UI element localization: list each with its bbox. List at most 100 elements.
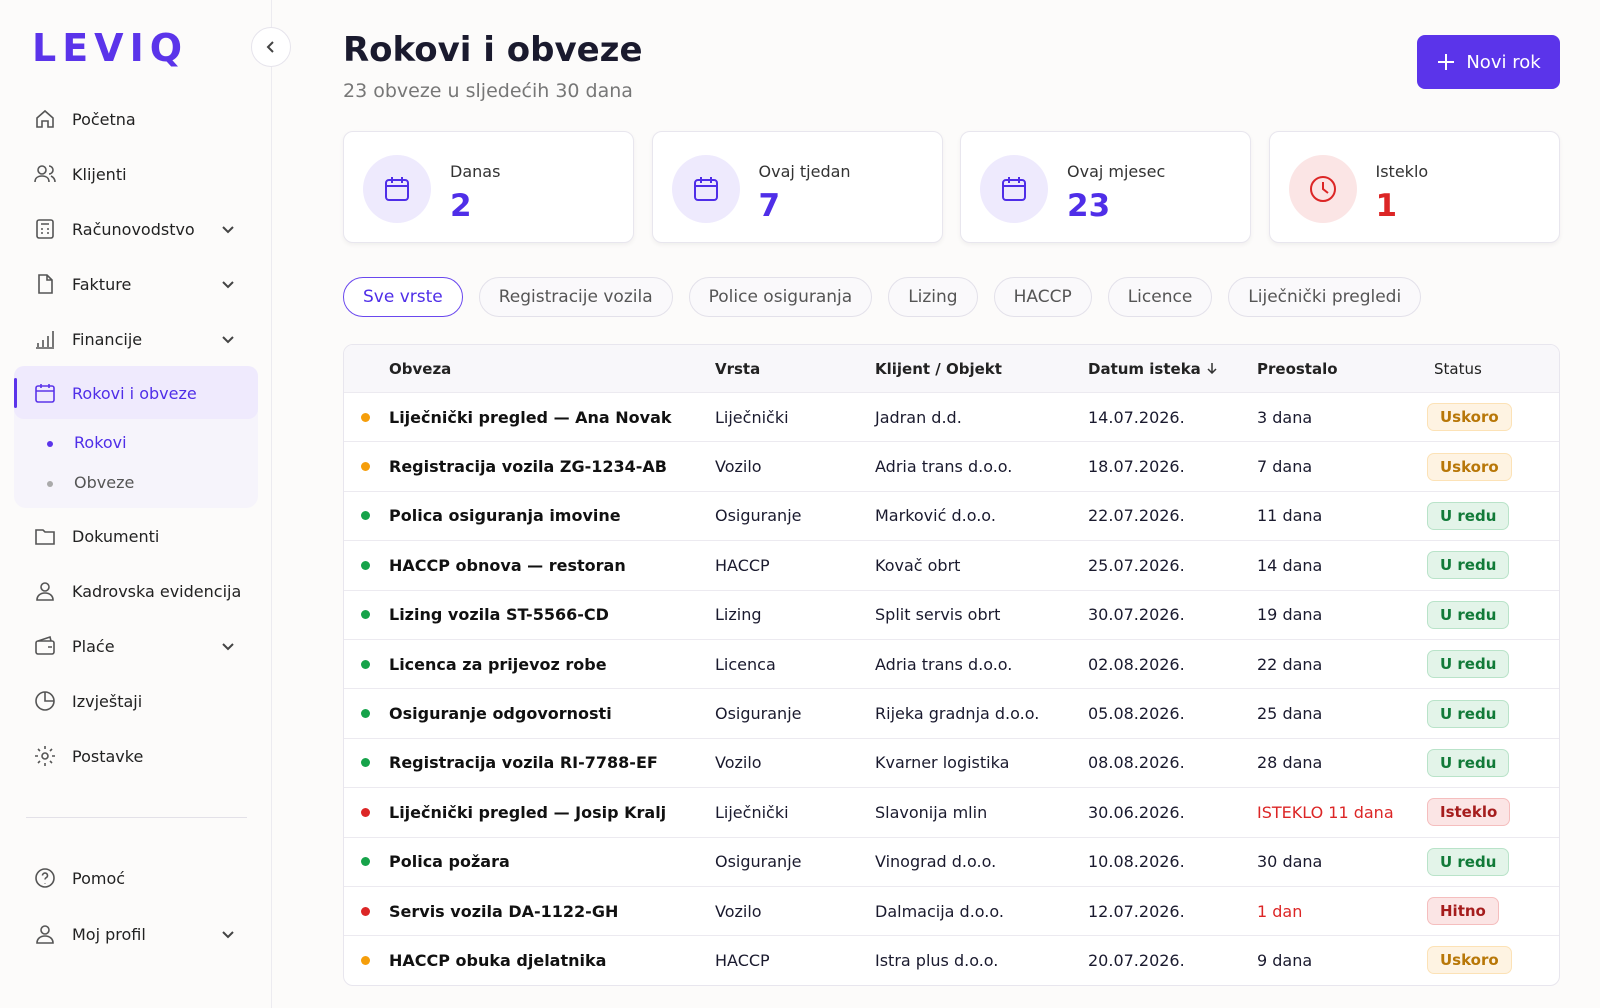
cell: 11 dana <box>1257 506 1323 526</box>
status-badge: U redu <box>1427 699 1510 728</box>
sort-icon <box>1207 362 1217 374</box>
cell: 25 dana <box>1257 704 1323 724</box>
nav-item[interactable]: Postavke <box>33 744 143 768</box>
nav-item[interactable]: Rokovi i obveze <box>33 381 197 405</box>
table-row[interactable]: Registracija vozila RI-7788-EF Vozilo Kvar… <box>344 737 1559 787</box>
cell: Liječnički <box>715 407 789 427</box>
cell: HACCP <box>715 555 770 575</box>
table-row[interactable]: Lizing vozila ST-5566-CD Lizing Split serv… <box>344 589 1559 639</box>
cell: Lizing vozila ST-5566-CD <box>389 605 609 625</box>
filter-chip[interactable]: Registracije vozila <box>478 277 673 317</box>
nav-label: Postavke <box>72 746 144 766</box>
nav-item[interactable]: Početna <box>33 107 136 131</box>
table-row[interactable]: HACCP obnova — restoran HACCP Kovač obrt 25… <box>344 540 1559 589</box>
logo[interactable]: LEVIQ <box>32 26 189 70</box>
status-cell: U redu <box>1427 551 1559 580</box>
sub-dot <box>47 481 53 487</box>
nav-item[interactable]: Fakture <box>33 272 131 296</box>
cell: Liječnički pregled — Ana Novak <box>389 407 672 427</box>
cell: 22.07.2026. <box>1088 506 1185 526</box>
cell: 05.08.2026. <box>1088 704 1185 724</box>
nav-item[interactable]: Računovodstvo <box>33 217 195 241</box>
chevron[interactable] <box>221 927 235 941</box>
status-cell: U redu <box>1427 748 1559 777</box>
cell: Vinograd d.o.o. <box>875 852 997 872</box>
chevron[interactable] <box>221 639 235 653</box>
status-dot <box>361 955 370 965</box>
filter-chip[interactable]: Police osiguranja <box>688 277 873 317</box>
cell: Osiguranje <box>715 852 802 872</box>
stat-label: Danas <box>450 162 501 181</box>
cell: Osiguranje odgovornosti <box>389 704 612 724</box>
table-row[interactable]: Polica osiguranja imovine Osiguranje Marko… <box>344 490 1559 540</box>
cell: Vozilo <box>715 753 762 773</box>
chevron[interactable] <box>221 277 235 291</box>
filter-chip[interactable]: Liječnički pregledi <box>1228 277 1422 317</box>
status-cell: Uskoro <box>1427 452 1559 481</box>
cell: 9 dana <box>1257 950 1313 970</box>
chevron[interactable] <box>221 222 235 236</box>
stat-label: Isteklo <box>1375 162 1429 181</box>
cell: Split servis obrt <box>875 605 1001 625</box>
stat-label: Ovaj mjesec <box>1067 162 1166 181</box>
status-cell: U redu <box>1427 650 1559 679</box>
nav-item[interactable]: Izvještaji <box>33 689 142 713</box>
cell: Jadran d.d. <box>875 407 962 427</box>
table-row[interactable]: Licenca za prijevoz robe Licenca Adria tra… <box>344 638 1559 688</box>
cell: Marković d.o.o. <box>875 506 996 526</box>
table-row[interactable]: Liječnički pregled — Josip Kralj Liječnič… <box>344 787 1559 836</box>
table-row[interactable]: HACCP obuka djelatnika HACCP Istra plus d.… <box>344 935 1559 984</box>
cell: Istra plus d.o.o. <box>875 950 999 970</box>
table-row[interactable]: Liječnički pregled — Ana Novak Liječnički… <box>344 392 1559 441</box>
nav-item[interactable]: Klijenti <box>33 162 127 186</box>
filter-chip[interactable]: Sve vrste <box>343 277 463 317</box>
cell: 30.06.2026. <box>1088 802 1185 822</box>
collapse-button[interactable] <box>251 27 291 67</box>
cell: Rijeka gradnja d.o.o. <box>875 704 1040 724</box>
cell: 12.07.2026. <box>1088 901 1185 921</box>
status-badge: Uskoro <box>1427 452 1512 481</box>
table-header: Obveza Vrsta Klijent / Objekt Datum isteka … <box>344 345 1559 392</box>
cell: Kovač obrt <box>875 555 961 575</box>
stat-card: Ovaj tjedan 7 <box>651 131 943 243</box>
new-button[interactable]: Novi rok <box>1417 35 1560 89</box>
filter-chip[interactable]: Lizing <box>888 277 978 317</box>
nav-item[interactable]: Plaće <box>33 634 115 658</box>
nav-item[interactable]: Dokumenti <box>33 524 159 548</box>
table-row[interactable]: Osiguranje odgovornosti Osiguranje Rijeka … <box>344 688 1559 737</box>
cell: 7 dana <box>1257 457 1313 477</box>
column-header: Vrsta <box>715 359 761 378</box>
cell: HACCP obnova — restoran <box>389 555 626 575</box>
cell: Adria trans d.o.o. <box>875 654 1013 674</box>
subnav-item[interactable]: Obveze <box>74 473 135 492</box>
status-dot <box>361 511 370 521</box>
status-cell: U redu <box>1427 699 1559 728</box>
cell: Osiguranje <box>715 506 802 526</box>
status-badge: Uskoro <box>1427 946 1512 975</box>
cell: 19 dana <box>1257 605 1323 625</box>
cell: 02.08.2026. <box>1088 654 1185 674</box>
nav-label: Kadrovska evidencija <box>72 581 242 601</box>
nav-item[interactable]: Financije <box>33 327 142 351</box>
nav-item[interactable]: Pomoć <box>33 866 125 890</box>
chevron[interactable] <box>221 332 235 346</box>
nav-item[interactable]: Moj profil <box>33 922 146 946</box>
table-row[interactable]: Servis vozila DA-1122-GH Vozilo Dalmacija … <box>344 885 1559 935</box>
status-badge: U redu <box>1427 650 1510 679</box>
button-label: Novi rok <box>1466 51 1541 73</box>
status-cell: Uskoro <box>1427 946 1559 975</box>
subnav-item[interactable]: Rokovi <box>74 433 127 452</box>
nav-label: Klijenti <box>72 164 127 184</box>
status-dot <box>361 610 370 620</box>
cell: 30 dana <box>1257 852 1323 872</box>
table-row[interactable]: Registracija vozila ZG-1234-AB Vozilo Adri… <box>344 441 1559 490</box>
cell: Slavonija mlin <box>875 802 988 822</box>
nav-item[interactable]: Kadrovska evidencija <box>33 579 241 603</box>
column-header[interactable]: Datum isteka <box>1088 360 1257 378</box>
filter-chip[interactable]: Licence <box>1107 277 1213 317</box>
status-cell: Hitno <box>1427 897 1559 926</box>
status-dot <box>361 412 370 422</box>
filter-chip[interactable]: HACCP <box>993 277 1092 317</box>
table-row[interactable]: Polica požara Osiguranje Vinograd d.o.o. 10… <box>344 836 1559 886</box>
